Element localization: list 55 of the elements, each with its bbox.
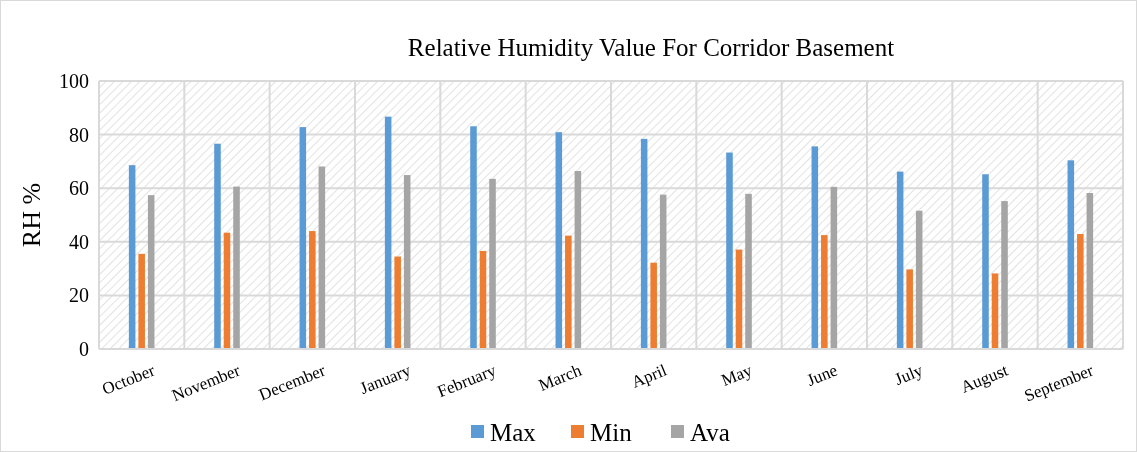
bar [735,249,743,349]
bar [821,235,828,349]
bar [479,250,487,349]
bar [1001,201,1008,349]
y-tick-label: 80 [69,123,89,146]
legend-label: Max [490,418,537,446]
y-axis-title: RH % [17,182,46,248]
bar [650,262,657,349]
bar [299,127,307,349]
x-tick-label: October [99,360,158,399]
bar [309,231,316,349]
x-tick-label: July [892,360,926,389]
bar [403,175,411,349]
bar [991,273,999,349]
bar [640,138,648,349]
y-tick-label: 0 [79,338,89,360]
y-tick-label: 40 [69,230,89,253]
bar [470,126,477,349]
bar [896,171,904,349]
y-tick-label: 20 [69,284,89,307]
x-tick-label: January [357,360,414,399]
legend-label: Min [590,418,633,446]
x-tick-label: June [804,360,841,390]
bar [214,143,221,349]
bar [318,166,326,349]
bar [830,186,838,349]
y-tick-label: 100 [59,70,89,92]
bar [915,210,923,349]
bar [982,174,989,349]
bar [726,152,733,349]
bar [574,171,582,349]
bar [147,195,155,349]
bar [565,235,572,349]
chart-title: Relative Humidity Value For Corridor Basement [407,34,895,61]
bar [906,269,913,349]
bar [223,232,231,349]
bar [384,116,392,349]
bar [128,165,136,349]
bar [233,186,240,349]
bar [555,132,563,349]
bar [745,193,752,349]
bar [138,253,145,349]
bar [1067,160,1075,349]
x-tick-label: April [629,360,670,392]
bar [1086,193,1094,349]
x-tick-label: March [535,360,585,395]
bar [659,194,667,349]
bar [811,146,819,349]
y-tick-label: 60 [69,177,89,200]
legend-label: Ava [690,418,730,446]
x-tick-label: May [718,360,756,390]
bar [394,256,401,349]
bar [1077,234,1084,349]
bar [489,178,496,349]
x-tick-label: August [958,360,1011,397]
